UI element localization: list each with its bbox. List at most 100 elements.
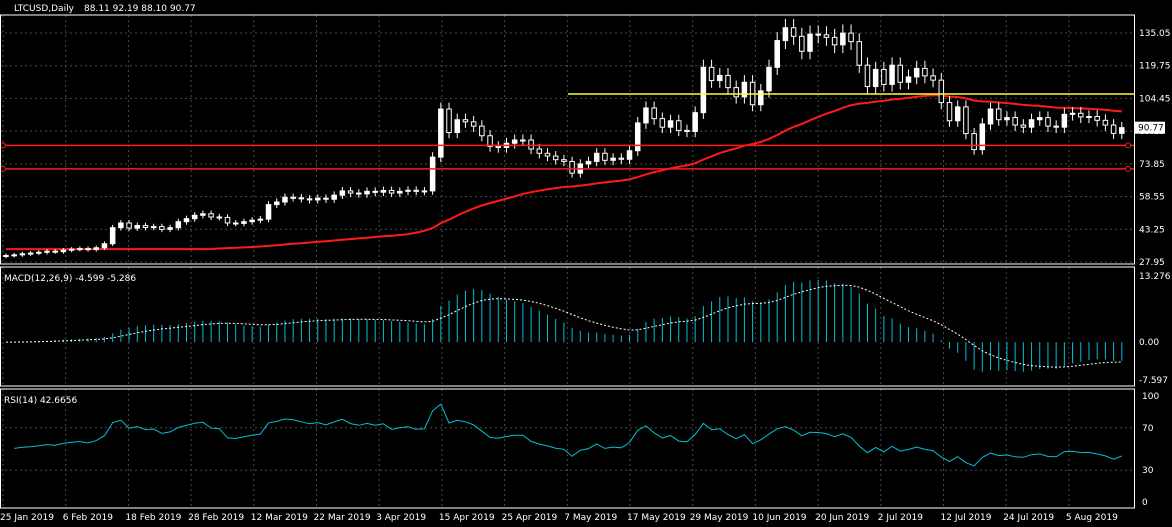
candle-body bbox=[1053, 125, 1059, 128]
candle-body bbox=[1102, 119, 1109, 126]
candle-body bbox=[249, 219, 255, 223]
candle-body bbox=[634, 122, 641, 152]
x-tick-label: 5 Aug 2019 bbox=[1066, 513, 1118, 523]
support-line-anchor bbox=[0, 142, 6, 149]
candle-body bbox=[265, 204, 272, 220]
candle-body bbox=[421, 190, 428, 193]
support-line-anchor bbox=[1125, 142, 1131, 149]
candles bbox=[3, 18, 1125, 259]
x-tick-label: 24 Jul 2019 bbox=[1003, 513, 1054, 523]
macd-y-tick: 13.276 bbox=[1139, 272, 1171, 282]
candle-body bbox=[183, 218, 190, 223]
macd-y-tick: 0.00 bbox=[1139, 338, 1159, 348]
candle-body bbox=[372, 190, 378, 193]
candle-body bbox=[963, 106, 969, 135]
axes: 25 Jan 2019 6 Feb 2019 18 Feb 2019 28 Feb 2… bbox=[0, 14, 1171, 523]
candle-body bbox=[429, 156, 436, 192]
candle-body bbox=[1078, 112, 1084, 118]
candle-body bbox=[807, 33, 813, 52]
candle-body bbox=[290, 196, 296, 199]
candle-body bbox=[462, 119, 469, 123]
candle-body bbox=[905, 76, 912, 83]
candle-body bbox=[142, 225, 149, 228]
rsi-y-tick: 70 bbox=[1142, 424, 1154, 434]
candle-body bbox=[938, 79, 945, 104]
candle-body bbox=[93, 247, 100, 250]
candle-body bbox=[1020, 124, 1027, 128]
candle-body bbox=[782, 27, 789, 42]
y-tick-label: 135.05 bbox=[1139, 29, 1171, 39]
candle-body bbox=[799, 35, 805, 52]
candle-body bbox=[946, 102, 953, 122]
candle-body bbox=[569, 160, 575, 174]
candle-body bbox=[85, 248, 91, 251]
current-price-box bbox=[1135, 121, 1165, 134]
candle-body bbox=[889, 64, 895, 85]
candle-body bbox=[44, 250, 50, 253]
macd-y-tick: -7.597 bbox=[1139, 376, 1168, 386]
candle-body bbox=[68, 248, 75, 251]
chart-header-symbol: LTCUSD,Daily bbox=[14, 4, 75, 14]
candle-body bbox=[216, 216, 223, 219]
candle-body bbox=[446, 108, 452, 134]
current-price-label: 90.77 bbox=[1138, 124, 1164, 134]
candle-body bbox=[741, 81, 748, 98]
candle-body bbox=[536, 148, 543, 154]
candle-body bbox=[790, 27, 797, 37]
y-tick-label: 73.85 bbox=[1139, 160, 1165, 170]
chart-header-ohlc: 88.11 92.19 88.10 90.77 bbox=[84, 4, 196, 14]
candle-body bbox=[19, 253, 26, 256]
candle-body bbox=[1036, 117, 1043, 121]
x-tick-label: 2 Jul 2019 bbox=[878, 513, 923, 523]
candle-body bbox=[454, 119, 460, 134]
candle-body bbox=[643, 107, 649, 124]
y-tick-label: 27.95 bbox=[1139, 258, 1165, 268]
candle-body bbox=[298, 197, 305, 200]
grid bbox=[0, 15, 1134, 508]
candle-body bbox=[659, 118, 666, 128]
candle-body bbox=[77, 248, 83, 251]
candle-body bbox=[1004, 117, 1010, 121]
candle-body bbox=[380, 189, 387, 193]
x-tick-label: 6 Feb 2019 bbox=[63, 513, 114, 523]
candle-body bbox=[1028, 119, 1035, 128]
candle-body bbox=[922, 67, 928, 77]
candle-body bbox=[388, 189, 395, 194]
candle-body bbox=[979, 123, 986, 151]
x-tick-label: 22 Mar 2019 bbox=[314, 513, 371, 523]
candle-body bbox=[306, 198, 313, 201]
candle-body bbox=[1012, 117, 1018, 126]
candle-body bbox=[815, 33, 821, 36]
candle-body bbox=[356, 192, 362, 195]
candle-body bbox=[840, 32, 846, 46]
candle-body bbox=[101, 243, 108, 249]
candle-body bbox=[126, 222, 132, 229]
rsi-panel: 100 70 30 0 bbox=[0, 392, 1159, 508]
candle-body bbox=[159, 226, 165, 230]
candle-body bbox=[610, 157, 616, 161]
candle-body bbox=[856, 41, 863, 66]
candle-body bbox=[831, 36, 838, 46]
candle-body bbox=[700, 66, 707, 114]
candle-body bbox=[544, 152, 551, 157]
candle-body bbox=[725, 74, 731, 89]
candle-body bbox=[167, 227, 173, 230]
candle-body bbox=[118, 222, 124, 229]
candle-body bbox=[930, 75, 936, 81]
candle-body bbox=[717, 74, 723, 82]
candle-body bbox=[618, 157, 625, 160]
candle-body bbox=[585, 160, 592, 165]
candle-body bbox=[495, 145, 502, 149]
candle-body bbox=[1061, 113, 1068, 128]
moving-average-path bbox=[6, 94, 1122, 251]
support-line-anchor bbox=[1125, 165, 1131, 172]
candle-body bbox=[552, 155, 559, 161]
candle-body bbox=[331, 194, 337, 200]
rsi-y-tick: 0 bbox=[1142, 498, 1148, 508]
candle-body bbox=[224, 216, 231, 224]
candle-body bbox=[733, 87, 739, 98]
candle-body bbox=[364, 190, 370, 195]
x-tick-label: 7 May 2019 bbox=[564, 513, 617, 523]
y-tick-label: 104.45 bbox=[1139, 94, 1171, 104]
